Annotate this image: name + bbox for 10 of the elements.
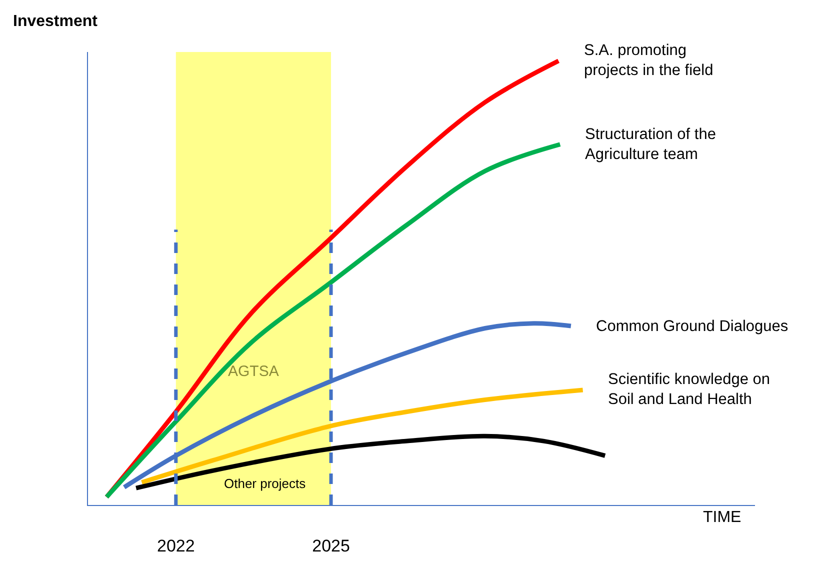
series-label: Scientific knowledge on Soil and Land Health [608,371,770,408]
x-tick-label: 2025 [312,536,350,556]
series-label: Structuration of the Agriculture team [585,126,716,164]
x-axis-title: TIME [703,509,742,526]
x-tick-label: 2022 [156,536,195,556]
y-axis-title: Investment [13,13,98,30]
series-label: Other projects [224,476,306,491]
series-label: S.A. promoting projects in the field [584,42,714,80]
series-label: Common Ground Dialogues [596,318,788,335]
band-label: AGTSA [228,363,279,380]
